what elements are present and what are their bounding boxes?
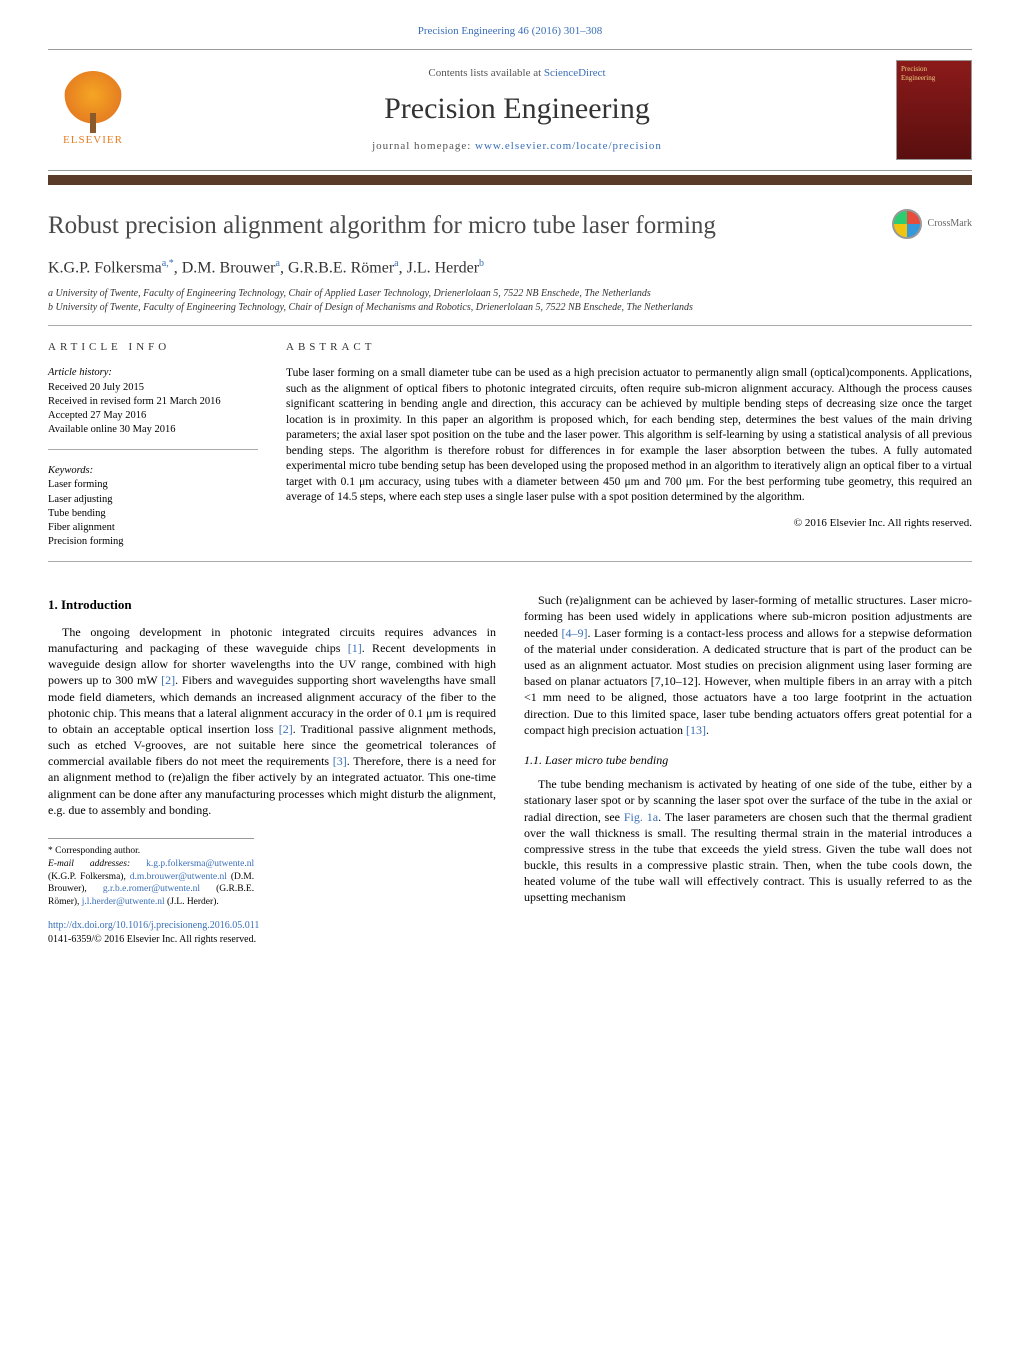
publisher-brand-text: ELSEVIER: [63, 133, 123, 148]
section-1-para-2: Such (re)alignment can be achieved by la…: [524, 592, 972, 738]
abstract-copyright: © 2016 Elsevier Inc. All rights reserved…: [286, 516, 972, 531]
section-1-heading: 1. Introduction: [48, 596, 496, 614]
emails-line: E-mail addresses: k.g.p.folkersma@utwent…: [48, 858, 254, 909]
affiliations: a University of Twente, Faculty of Engin…: [48, 287, 972, 315]
divider: [48, 561, 972, 562]
journal-name: Precision Engineering: [138, 89, 896, 130]
section-1-para-1: The ongoing development in photonic inte…: [48, 624, 496, 818]
publisher-logo: ELSEVIER: [48, 65, 138, 155]
doi-block: http://dx.doi.org/10.1016/j.precisioneng…: [48, 919, 496, 946]
journal-reference-top: Precision Engineering 46 (2016) 301–308: [48, 24, 972, 39]
section-1-1-para-1: The tube bending mechanism is activated …: [524, 776, 972, 906]
crossmark-widget[interactable]: CrossMark: [892, 209, 972, 239]
keyword: Laser forming: [48, 478, 258, 492]
masthead: ELSEVIER Contents lists available at Sci…: [48, 49, 972, 171]
journal-cover-thumbnail: [896, 60, 972, 160]
keyword: Precision forming: [48, 535, 258, 549]
body-two-column: 1. Introduction The ongoing development …: [48, 592, 972, 946]
issn-copyright: 0141-6359/© 2016 Elsevier Inc. All right…: [48, 934, 256, 945]
footnotes: * Corresponding author. E-mail addresses…: [48, 838, 254, 909]
abstract-heading: ABSTRACT: [286, 340, 972, 355]
journal-homepage-link[interactable]: www.elsevier.com/locate/precision: [475, 140, 662, 152]
section-1-1-heading: 1.1. Laser micro tube bending: [524, 752, 972, 768]
elsevier-tree-icon: [63, 71, 123, 131]
keywords-label: Keywords:: [48, 464, 258, 478]
history-accepted: Accepted 27 May 2016: [48, 409, 258, 423]
affiliation-a: a University of Twente, Faculty of Engin…: [48, 287, 972, 301]
author-list: K.G.P. Folkersmaa,*, D.M. Brouwera, G.R.…: [48, 257, 972, 279]
accent-bar: [48, 175, 972, 185]
crossmark-label: CrossMark: [928, 217, 972, 231]
history-received: Received 20 July 2015: [48, 381, 258, 395]
keyword: Laser adjusting: [48, 493, 258, 507]
affiliation-b: b University of Twente, Faculty of Engin…: [48, 301, 972, 315]
doi-link[interactable]: http://dx.doi.org/10.1016/j.precisioneng…: [48, 920, 259, 931]
journal-homepage-line: journal homepage: www.elsevier.com/locat…: [138, 139, 896, 154]
history-revised: Received in revised form 21 March 2016: [48, 395, 258, 409]
contents-prefix: Contents lists available at: [428, 67, 543, 79]
article-info-heading: ARTICLE INFO: [48, 340, 258, 355]
sciencedirect-link[interactable]: ScienceDirect: [544, 67, 606, 79]
contents-available-line: Contents lists available at ScienceDirec…: [138, 66, 896, 81]
abstract-column: ABSTRACT Tube laser forming on a small d…: [286, 340, 972, 550]
article-history-label: Article history:: [48, 366, 258, 380]
history-online: Available online 30 May 2016: [48, 423, 258, 437]
divider: [48, 325, 972, 326]
keyword: Fiber alignment: [48, 521, 258, 535]
abstract-text: Tube laser forming on a small diameter t…: [286, 366, 972, 506]
crossmark-icon: [892, 209, 922, 239]
corresponding-author-note: * Corresponding author.: [48, 845, 254, 858]
keyword: Tube bending: [48, 507, 258, 521]
article-title: Robust precision alignment algorithm for…: [48, 209, 716, 243]
article-info-column: ARTICLE INFO Article history: Received 2…: [48, 340, 258, 550]
homepage-prefix: journal homepage:: [372, 140, 475, 152]
